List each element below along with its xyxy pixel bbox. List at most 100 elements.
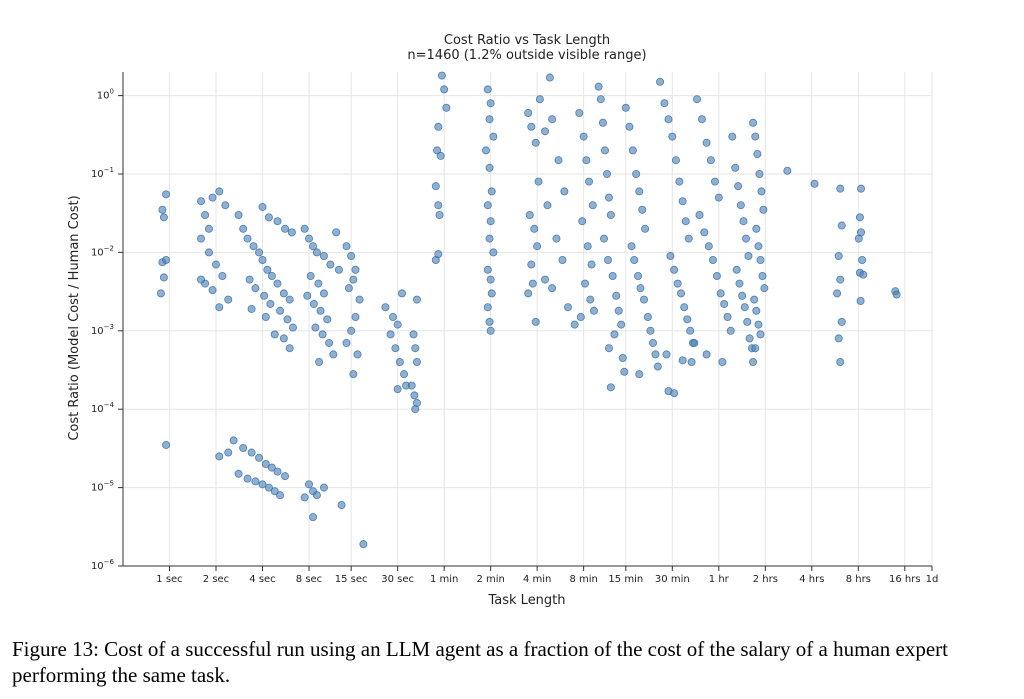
y-tick-label: 10−4 (91, 401, 115, 415)
x-tick-label: 8 min (569, 574, 597, 585)
data-point (588, 201, 597, 210)
data-point (270, 330, 279, 339)
data-point (702, 138, 711, 147)
data-point (162, 255, 171, 264)
data-point (534, 177, 543, 186)
data-point (858, 255, 867, 264)
scatter-chart: 1 sec 2 sec 4 sec 8 sec 15 sec 30 sec 1 min 2 m… (67, 33, 938, 608)
x-tick-label: 8 hrs (846, 574, 871, 585)
data-point (585, 177, 594, 186)
data-point (740, 303, 749, 312)
data-point (412, 295, 421, 304)
data-point (332, 228, 341, 237)
y-tick-label: 10−6 (91, 558, 115, 572)
data-point (309, 299, 318, 308)
data-point (757, 187, 766, 196)
data-point (690, 338, 699, 347)
data-point (604, 193, 613, 202)
data-point (651, 350, 660, 359)
data-point (156, 289, 165, 298)
data-point (337, 500, 346, 509)
data-point (583, 242, 592, 251)
data-point (548, 284, 557, 293)
data-point (671, 156, 680, 165)
data-point (251, 477, 260, 486)
data-point (234, 210, 243, 219)
data-point (604, 344, 613, 353)
data-point (249, 242, 258, 251)
data-point (541, 127, 550, 136)
data-point (395, 357, 404, 366)
y-tick-label: 10−5 (91, 480, 114, 494)
data-point (618, 353, 627, 362)
data-point (483, 265, 492, 274)
data-point (836, 184, 845, 193)
data-point (342, 242, 351, 251)
data-point (738, 291, 747, 300)
data-point (326, 260, 335, 269)
data-point (204, 248, 213, 257)
data-point (535, 95, 544, 104)
data-point (349, 275, 358, 284)
data-point (700, 228, 709, 237)
data-point (684, 234, 693, 243)
data-point (680, 303, 689, 312)
data-point (258, 480, 267, 489)
y-tick-label: 10−2 (91, 244, 114, 258)
data-point (316, 306, 325, 315)
data-point (487, 187, 496, 196)
data-point (712, 272, 721, 281)
data-point (753, 149, 762, 158)
x-tick-label: 1 sec (156, 574, 182, 585)
x-tick-label: 4 hrs (799, 574, 824, 585)
data-point (653, 362, 662, 371)
data-point (351, 265, 360, 274)
data-point (435, 210, 444, 219)
x-tick-label: 2 min (476, 574, 504, 585)
data-point (628, 146, 637, 155)
data-point (636, 284, 645, 293)
x-tick-label: 1 hr (709, 574, 730, 585)
data-point (319, 483, 328, 492)
data-point (351, 312, 360, 321)
data-point (211, 260, 220, 269)
data-point (598, 118, 607, 127)
data-point (314, 279, 323, 288)
data-point (397, 289, 406, 298)
data-point (325, 338, 334, 347)
data-point (434, 250, 443, 259)
data-point (234, 469, 243, 478)
data-point (575, 108, 584, 117)
data-point (281, 472, 290, 481)
x-tick-label: 1 min (430, 574, 458, 585)
data-point (603, 170, 612, 179)
x-tick-label: 4 sec (249, 574, 275, 585)
x-tick-label: 2 sec (203, 574, 229, 585)
data-point (285, 295, 294, 304)
y-axis-label: Cost Ratio (Model Cost / Human Cost) (67, 195, 82, 440)
data-point (489, 248, 498, 257)
data-point (329, 350, 338, 359)
data-point (304, 234, 313, 243)
data-point (267, 272, 276, 281)
grid-lines (123, 72, 933, 567)
y-tick-label: 10−3 (91, 323, 114, 337)
data-point (635, 187, 644, 196)
data-point (411, 344, 420, 353)
data-point (708, 255, 717, 264)
data-point (754, 242, 763, 251)
data-point (436, 151, 445, 160)
data-point (634, 272, 643, 281)
data-point (744, 251, 753, 260)
data-point (224, 295, 233, 304)
data-point (837, 221, 846, 230)
data-point (353, 350, 362, 359)
data-point (683, 315, 692, 324)
data-point (743, 317, 752, 326)
data-point (381, 303, 390, 312)
data-point (810, 179, 819, 188)
data-point (255, 248, 264, 257)
data-point (485, 234, 494, 243)
data-point (279, 289, 288, 298)
data-point (347, 251, 356, 260)
